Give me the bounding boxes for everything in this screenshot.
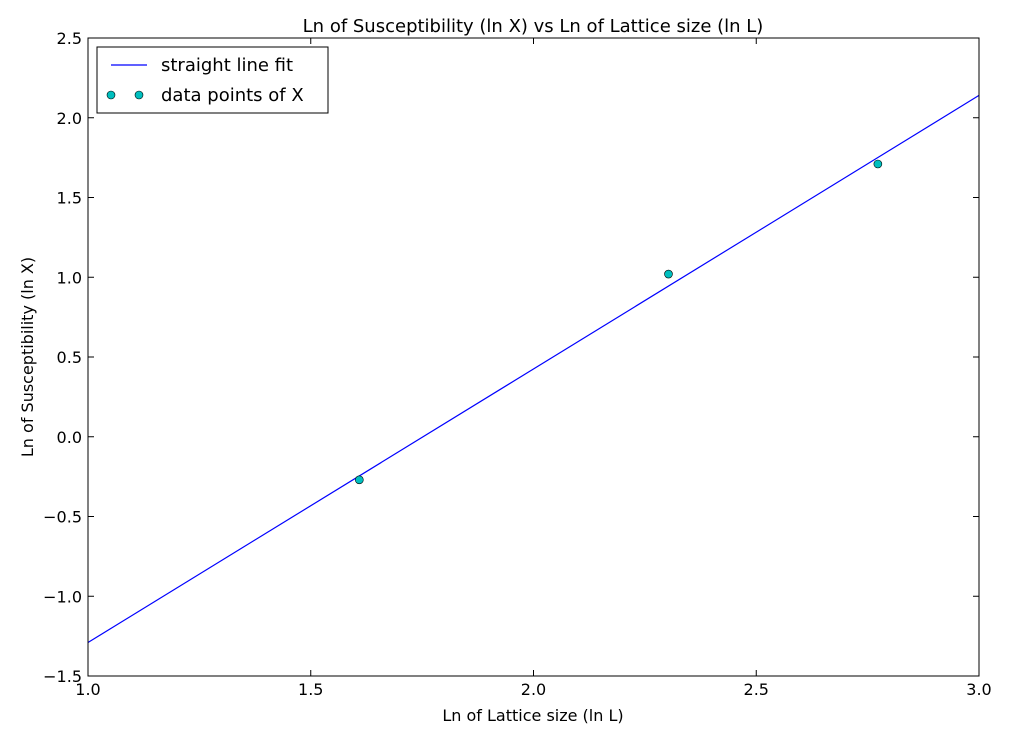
legend: straight line fit data points of X bbox=[96, 46, 329, 114]
x-tick-label: 1.0 bbox=[75, 680, 100, 699]
legend-label: data points of X bbox=[161, 85, 304, 106]
data-point bbox=[355, 475, 364, 485]
legend-marker-swatch bbox=[106, 90, 116, 100]
y-tick-label: 2.0 bbox=[57, 109, 82, 128]
y-tick-label: 1.5 bbox=[57, 189, 82, 208]
x-tick-label: 2.0 bbox=[521, 680, 546, 699]
x-axis-label: Ln of Lattice size (ln L) bbox=[442, 706, 623, 725]
x-tick-label: 2.5 bbox=[744, 680, 769, 699]
data-point bbox=[664, 269, 673, 279]
legend-marker-swatch bbox=[134, 90, 144, 100]
x-tick-label: 3.0 bbox=[966, 680, 991, 699]
plot-frame bbox=[87, 37, 980, 677]
legend-label: straight line fit bbox=[161, 55, 293, 76]
y-tick-label: 0.5 bbox=[57, 348, 82, 367]
x-tick-label: 1.5 bbox=[298, 680, 323, 699]
axis-ticks: 1.0 1.5 2.0 2.5 3.0 −1.5 −1.0 −0.5 0.0 0.5 1.0 1.5 2… bbox=[43, 29, 992, 699]
y-tick-label: −1.5 bbox=[43, 667, 82, 686]
series-layer bbox=[87, 94, 980, 644]
y-tick-label: −1.0 bbox=[43, 587, 82, 606]
y-tick-label: 2.5 bbox=[57, 29, 82, 48]
data-point bbox=[873, 159, 883, 169]
y-tick-label: 1.0 bbox=[57, 268, 82, 287]
y-tick-label: −0.5 bbox=[43, 508, 82, 527]
series-line-fit bbox=[87, 94, 980, 644]
y-axis-label: Ln of Susceptibility (ln X) bbox=[18, 257, 37, 457]
chart-title: Ln of Susceptibility (ln X) vs Ln of Lat… bbox=[303, 16, 764, 37]
legend-box bbox=[96, 46, 329, 114]
y-tick-label: 0.0 bbox=[57, 428, 82, 447]
